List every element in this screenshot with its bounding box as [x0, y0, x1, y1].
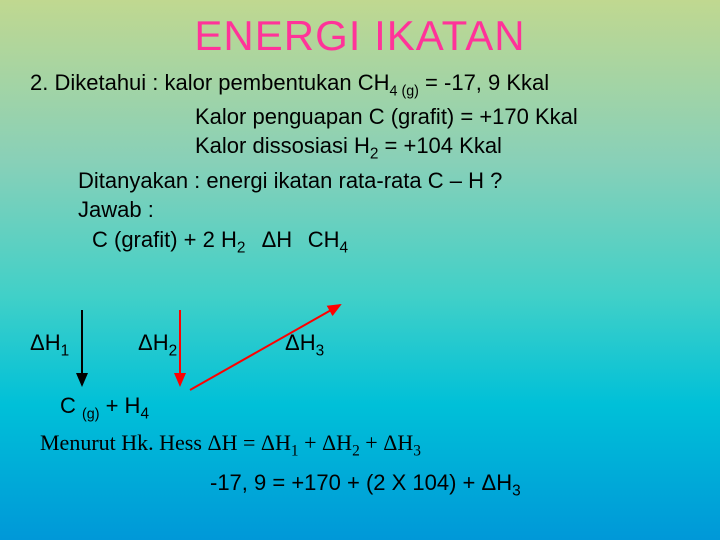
subscript: 4 [140, 405, 149, 422]
delta-h-top: ΔH [262, 225, 293, 255]
text: C [60, 393, 82, 418]
subscript: 4 (g) [390, 83, 419, 99]
subscript: 1 [61, 342, 70, 359]
hess-law-line: Menurut Hk. Hess ΔH = ΔH1 + ΔH2 + ΔH3 [40, 430, 421, 460]
text: = -17, 9 Kkal [419, 70, 549, 95]
text: = +104 Kkal [378, 133, 502, 158]
calculation-line: -17, 9 = +170 + (2 X 104) + ΔH3 [210, 470, 521, 500]
slide: ENERGI IKATAN 2. Diketahui : kalor pembe… [0, 0, 720, 540]
slide-title: ENERGI IKATAN [0, 0, 720, 60]
subscript: 2 [237, 239, 246, 256]
label-dh3: ΔH3 [285, 330, 324, 360]
body-content: 2. Diketahui : kalor pembentukan CH4 (g)… [0, 60, 720, 259]
text: + H [99, 393, 140, 418]
subscript: 2 [352, 442, 360, 459]
subscript: 1 [291, 442, 299, 459]
hess-diagram: ΔH1 ΔH2 ΔH3 C (g) + H4 [30, 300, 510, 430]
subscript: 3 [512, 482, 521, 499]
line-2: Kalor penguapan C (grafit) = +170 Kkal [30, 102, 690, 132]
line-3: Kalor dissosiasi H2 = +104 Kkal [30, 131, 690, 165]
line-5: Jawab : [30, 195, 690, 225]
text: Kalor dissosiasi H [195, 133, 370, 158]
label-dh1: ΔH1 [30, 330, 69, 360]
subscript: 3 [316, 342, 325, 359]
subscript: 2 [169, 342, 178, 359]
text: -17, 9 = +170 + (2 X 104) + ΔH [210, 470, 512, 495]
subscript: 3 [413, 442, 421, 459]
line-6: C (grafit) + 2 H2 ΔH CH4 [30, 225, 690, 259]
text: ΔH [30, 330, 61, 355]
subscript: 4 [339, 239, 348, 256]
text: + ΔH [360, 430, 413, 455]
text: ΔH [285, 330, 316, 355]
text: C (grafit) + 2 H [92, 227, 237, 252]
text: Menurut Hk. Hess [40, 430, 207, 455]
line-1: 2. Diketahui : kalor pembentukan CH4 (g)… [30, 68, 690, 102]
line-4: Ditanyakan : energi ikatan rata-rata C –… [30, 166, 690, 196]
text: ΔH = ΔH [207, 430, 290, 455]
text: ΔH [138, 330, 169, 355]
label-dh2: ΔH2 [138, 330, 177, 360]
text: 2. Diketahui : kalor pembentukan CH [30, 70, 390, 95]
text: + ΔH [299, 430, 352, 455]
bottom-species: C (g) + H4 [60, 393, 149, 423]
text: CH [308, 227, 340, 252]
subscript: (g) [82, 406, 99, 422]
